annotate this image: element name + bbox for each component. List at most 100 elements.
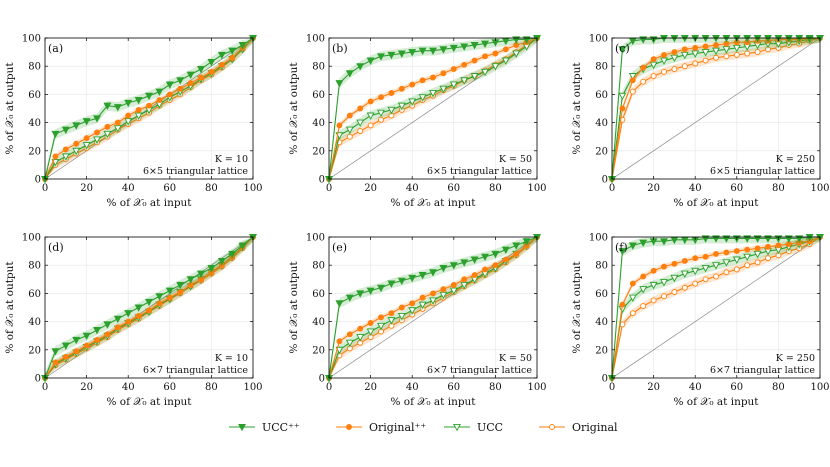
data-point-ucc xyxy=(701,265,710,273)
y-tick-label: 20 xyxy=(595,345,608,356)
data-point-original xyxy=(629,310,636,317)
data-point-original_pp xyxy=(229,54,236,61)
y-tick-label: 40 xyxy=(28,317,41,328)
y-tick-label: 60 xyxy=(312,90,325,101)
data-point-ucc xyxy=(72,147,81,156)
data-point-ucc_pp xyxy=(103,321,112,329)
panel-label: (d) xyxy=(48,241,64,254)
panel-3: 0 20 40 60 80 100 0 20 40 60 80 100 % of 𝒳₀ at input… xyxy=(571,34,830,210)
data-point-ucc_pp xyxy=(618,248,627,256)
data-point-ucc_pp xyxy=(113,104,122,112)
data-point-ucc xyxy=(701,49,710,57)
y-tick-label: 100 xyxy=(22,233,41,244)
data-point-original xyxy=(378,116,384,123)
data-point-ucc_pp xyxy=(345,70,354,78)
data-point-ucc xyxy=(660,57,668,65)
y-tick-label: 80 xyxy=(312,261,325,272)
data-point-ucc_pp xyxy=(165,81,174,89)
data-point-ucc_pp xyxy=(345,294,354,302)
data-point-ucc_pp xyxy=(356,290,365,298)
data-point-original xyxy=(640,78,647,85)
data-point-original_pp xyxy=(198,74,204,81)
data-point-ucc_pp xyxy=(82,332,91,341)
x-tick-label: 40 xyxy=(689,183,702,194)
data-point-ucc_pp xyxy=(61,126,70,134)
data-point-ucc_pp xyxy=(124,99,133,108)
legend-item-ucc: UCC xyxy=(444,421,503,434)
data-point-ucc xyxy=(691,267,700,276)
diagonal-reference-line xyxy=(611,37,821,180)
data-point-ucc xyxy=(732,256,741,264)
data-point-original_pp xyxy=(482,266,488,273)
k-annotation: K = 50 xyxy=(499,154,532,165)
data-point-original_pp xyxy=(357,105,364,112)
y-tick-label: 0 xyxy=(35,374,41,385)
data-point-original_pp xyxy=(513,250,520,257)
data-point-original_pp xyxy=(692,44,699,51)
panel-label: (c) xyxy=(615,42,630,55)
panel-4: 0 20 40 60 80 100 0 20 40 60 80 100 % of 𝒳₀ at input… xyxy=(4,233,263,409)
k-annotation: K = 10 xyxy=(215,154,248,165)
data-point-ucc xyxy=(124,118,133,126)
data-point-ucc_pp xyxy=(408,274,417,283)
data-point-ucc xyxy=(387,106,396,115)
data-point-original xyxy=(661,68,667,75)
data-point-ucc_pp xyxy=(145,298,153,307)
x-tick-label: 20 xyxy=(647,183,660,194)
data-point-ucc_pp xyxy=(439,46,448,54)
data-point-ucc_pp xyxy=(418,272,427,280)
data-point-original_pp xyxy=(346,112,353,119)
data-point-original xyxy=(357,128,364,135)
y-tick-label: 80 xyxy=(28,261,41,272)
data-point-original_pp xyxy=(419,77,426,84)
data-point-original xyxy=(692,60,699,67)
data-point-ucc_pp xyxy=(176,77,185,85)
plot-frame xyxy=(328,236,538,379)
y-tick-label: 20 xyxy=(595,146,608,157)
data-point-ucc xyxy=(377,109,385,118)
y-axis-label: % of 𝒳₀ at output xyxy=(288,261,300,354)
data-point-ucc xyxy=(712,262,720,270)
data-point-ucc xyxy=(93,136,101,144)
data-point-ucc_pp xyxy=(82,118,91,126)
data-point-original_pp xyxy=(177,85,184,92)
data-point-original_pp xyxy=(681,46,688,53)
data-point-original xyxy=(650,297,657,304)
x-tick-label: 20 xyxy=(364,183,377,194)
x-tick-label: 20 xyxy=(364,382,377,393)
data-point-ucc xyxy=(449,287,458,295)
y-tick-label: 0 xyxy=(35,175,41,186)
data-point-original_pp xyxy=(671,260,678,267)
panel-5: 0 20 40 60 80 100 0 20 40 60 80 100 % of 𝒳₀ at input… xyxy=(288,233,547,409)
data-point-ucc_pp xyxy=(51,130,60,139)
lattice-annotation: 6×5 triangular lattice xyxy=(143,166,248,177)
x-tick-label: 20 xyxy=(647,382,660,393)
y-tick-label: 80 xyxy=(595,62,608,73)
x-tick-label: 20 xyxy=(80,183,93,194)
data-point-ucc_pp xyxy=(387,280,396,288)
data-point-original_pp xyxy=(775,242,782,249)
data-point-ucc xyxy=(366,112,375,120)
data-point-ucc xyxy=(345,339,354,348)
data-point-ucc xyxy=(418,94,427,102)
data-point-ucc xyxy=(439,85,448,94)
data-point-original_pp xyxy=(135,106,142,113)
panel-label: (e) xyxy=(332,241,347,254)
data-point-ucc xyxy=(491,63,500,71)
plot-frame xyxy=(611,37,821,180)
data-point-original_pp xyxy=(104,331,111,338)
data-point-ucc xyxy=(670,274,679,283)
data-point-original_pp xyxy=(681,258,688,264)
data-point-original_pp xyxy=(367,98,374,105)
data-point-ucc xyxy=(397,312,406,321)
y-tick-label: 60 xyxy=(28,90,41,101)
data-point-ucc xyxy=(660,279,668,287)
data-point-ucc_pp xyxy=(439,265,448,273)
data-point-original_pp xyxy=(166,294,173,301)
data-point-ucc_pp xyxy=(618,46,627,54)
data-point-ucc_pp xyxy=(470,256,479,264)
data-point-ucc xyxy=(639,286,648,294)
data-point-ucc_pp xyxy=(145,92,153,101)
y-tick-label: 60 xyxy=(28,289,41,300)
data-point-original_pp xyxy=(62,353,69,360)
